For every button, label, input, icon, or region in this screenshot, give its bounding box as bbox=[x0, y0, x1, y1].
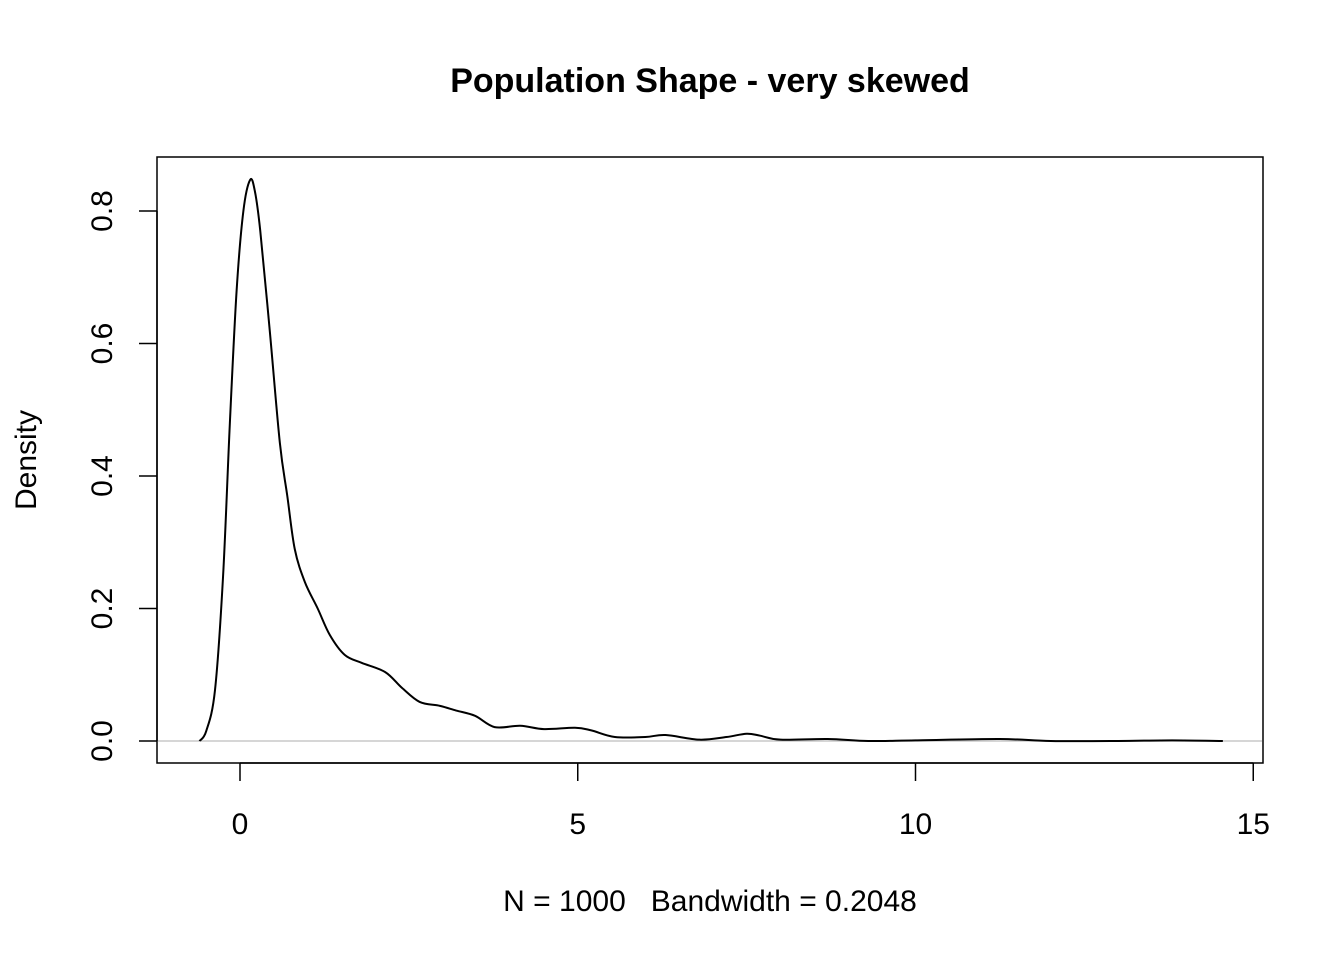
y-tick-label: 0.6 bbox=[86, 323, 119, 365]
y-tick-label: 0.4 bbox=[86, 455, 119, 497]
x-tick-label: 15 bbox=[1237, 808, 1270, 841]
x-tick-label: 5 bbox=[569, 808, 586, 841]
y-axis: 0.0 0.2 0.4 0.6 0.8 bbox=[86, 190, 158, 762]
x-axis: 0 5 10 15 bbox=[232, 762, 1270, 841]
plot-frame bbox=[156, 156, 1264, 764]
x-tick-label: 0 bbox=[232, 808, 249, 841]
y-tick-label: 0.0 bbox=[86, 720, 119, 762]
x-tick-label: 10 bbox=[899, 808, 932, 841]
x-axis-label: N = 1000 Bandwidth = 0.2048 bbox=[503, 885, 917, 918]
y-tick-label: 0.2 bbox=[86, 588, 119, 630]
y-axis-label: Density bbox=[10, 410, 43, 510]
y-tick-label: 0.8 bbox=[86, 190, 119, 232]
chart-title: Population Shape - very skewed bbox=[450, 62, 970, 100]
density-curve bbox=[198, 178, 1223, 743]
